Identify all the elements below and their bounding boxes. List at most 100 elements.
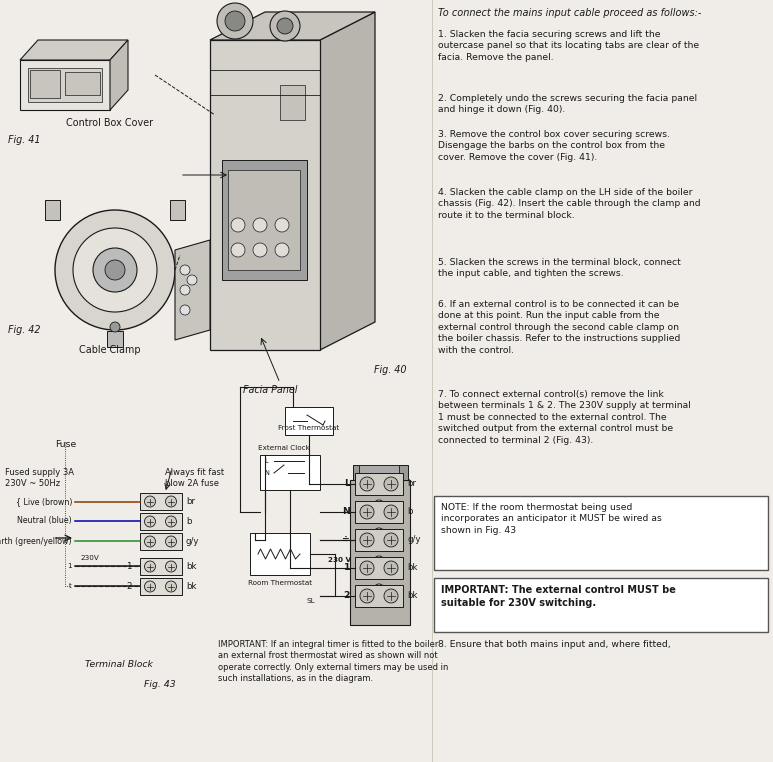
- Text: L: L: [344, 479, 350, 488]
- Circle shape: [384, 533, 398, 547]
- Circle shape: [360, 533, 374, 547]
- Text: ÷: ÷: [342, 536, 350, 545]
- Circle shape: [360, 561, 374, 575]
- Bar: [222, 160, 307, 280]
- Circle shape: [73, 228, 157, 312]
- FancyBboxPatch shape: [434, 578, 768, 632]
- Circle shape: [55, 210, 175, 330]
- Circle shape: [360, 589, 374, 603]
- Bar: [355, 501, 403, 523]
- Circle shape: [110, 322, 120, 332]
- Circle shape: [270, 11, 300, 41]
- Circle shape: [384, 505, 398, 519]
- Circle shape: [384, 589, 398, 603]
- Polygon shape: [320, 12, 375, 350]
- Text: br: br: [407, 479, 416, 488]
- Circle shape: [165, 561, 176, 572]
- Text: Fused supply 3A
230V ~ 50Hz: Fused supply 3A 230V ~ 50Hz: [5, 468, 74, 488]
- Text: 230 V: 230 V: [328, 557, 351, 563]
- Circle shape: [360, 477, 374, 491]
- Text: IMPORTANT: The external control MUST be
suitable for 230V switching.: IMPORTANT: The external control MUST be …: [441, 585, 676, 608]
- Bar: [353, 465, 408, 480]
- Text: 3. Remove the control box cover securing screws.
Disengage the barbs on the cont: 3. Remove the control box cover securing…: [438, 130, 670, 162]
- Text: b: b: [407, 507, 413, 517]
- Text: bk: bk: [407, 591, 417, 600]
- Bar: [45, 200, 60, 220]
- Text: Fig. 41: Fig. 41: [8, 135, 40, 145]
- Polygon shape: [65, 72, 100, 95]
- Polygon shape: [210, 40, 320, 350]
- Bar: [140, 513, 182, 530]
- Text: Room Thermostat: Room Thermostat: [248, 580, 312, 586]
- Text: NOTE: If the room thermostat being used
incorporates an anticipator it MUST be w: NOTE: If the room thermostat being used …: [441, 503, 662, 535]
- Text: g/y: g/y: [186, 537, 199, 546]
- Text: 2: 2: [344, 591, 350, 600]
- Text: L: L: [264, 458, 267, 464]
- Circle shape: [231, 218, 245, 232]
- Text: Terminal Block: Terminal Block: [85, 660, 153, 669]
- Circle shape: [187, 275, 197, 285]
- Circle shape: [93, 248, 137, 292]
- Text: Facia Panel: Facia Panel: [243, 385, 297, 395]
- Circle shape: [145, 581, 155, 592]
- Bar: [140, 578, 182, 595]
- Circle shape: [374, 528, 384, 538]
- Circle shape: [217, 3, 253, 39]
- Text: { Live (brown): { Live (brown): [15, 498, 72, 507]
- Bar: [107, 331, 123, 347]
- Circle shape: [225, 11, 245, 31]
- Circle shape: [275, 243, 289, 257]
- Circle shape: [384, 561, 398, 575]
- Bar: [250, 533, 310, 575]
- Bar: [228, 170, 300, 270]
- Text: 1: 1: [67, 563, 72, 569]
- Polygon shape: [30, 70, 60, 98]
- Circle shape: [253, 243, 267, 257]
- Text: br: br: [186, 497, 195, 506]
- Circle shape: [180, 265, 190, 275]
- Text: bk: bk: [186, 582, 196, 591]
- Text: 2. Completely undo the screws securing the facia panel
and hinge it down (Fig. 4: 2. Completely undo the screws securing t…: [438, 94, 697, 114]
- Text: 1. Slacken the facia securing screws and lift the
outercase panel so that its lo: 1. Slacken the facia securing screws and…: [438, 30, 699, 62]
- Bar: [355, 473, 403, 495]
- Circle shape: [180, 305, 190, 315]
- Circle shape: [253, 218, 267, 232]
- Text: Control Box Cover: Control Box Cover: [66, 118, 154, 128]
- Text: N: N: [342, 507, 350, 517]
- Text: Fig. 40: Fig. 40: [374, 365, 407, 375]
- Circle shape: [277, 18, 293, 34]
- Bar: [359, 465, 399, 473]
- Bar: [140, 493, 182, 510]
- Polygon shape: [20, 60, 110, 110]
- Circle shape: [156, 559, 165, 568]
- Bar: [260, 455, 320, 490]
- Circle shape: [165, 581, 176, 592]
- Text: 1: 1: [127, 562, 132, 571]
- Text: Cable Clamp: Cable Clamp: [80, 345, 141, 355]
- Circle shape: [145, 561, 155, 572]
- Bar: [355, 557, 403, 579]
- Text: bk: bk: [186, 562, 196, 571]
- Circle shape: [145, 516, 155, 527]
- Text: b: b: [186, 517, 192, 526]
- Bar: [355, 529, 403, 551]
- Text: g/y: g/y: [407, 536, 421, 545]
- Text: Always fit fast
blow 2A fuse: Always fit fast blow 2A fuse: [165, 468, 224, 488]
- Polygon shape: [28, 68, 102, 102]
- Bar: [350, 480, 410, 625]
- Text: 2: 2: [127, 582, 132, 591]
- Circle shape: [105, 260, 125, 280]
- Text: N: N: [264, 470, 269, 476]
- Circle shape: [180, 285, 190, 295]
- Bar: [170, 200, 185, 220]
- Text: Fuse: Fuse: [55, 440, 77, 449]
- Text: To connect the mains input cable proceed as follows:-: To connect the mains input cable proceed…: [438, 8, 701, 18]
- Text: 7. To connect external control(s) remove the link
between terminals 1 & 2. The 2: 7. To connect external control(s) remove…: [438, 390, 691, 445]
- Circle shape: [145, 496, 155, 507]
- Circle shape: [275, 218, 289, 232]
- Bar: [140, 533, 182, 550]
- Text: t: t: [69, 583, 72, 589]
- Text: SL: SL: [306, 598, 315, 604]
- Bar: [140, 558, 182, 575]
- Circle shape: [374, 556, 384, 566]
